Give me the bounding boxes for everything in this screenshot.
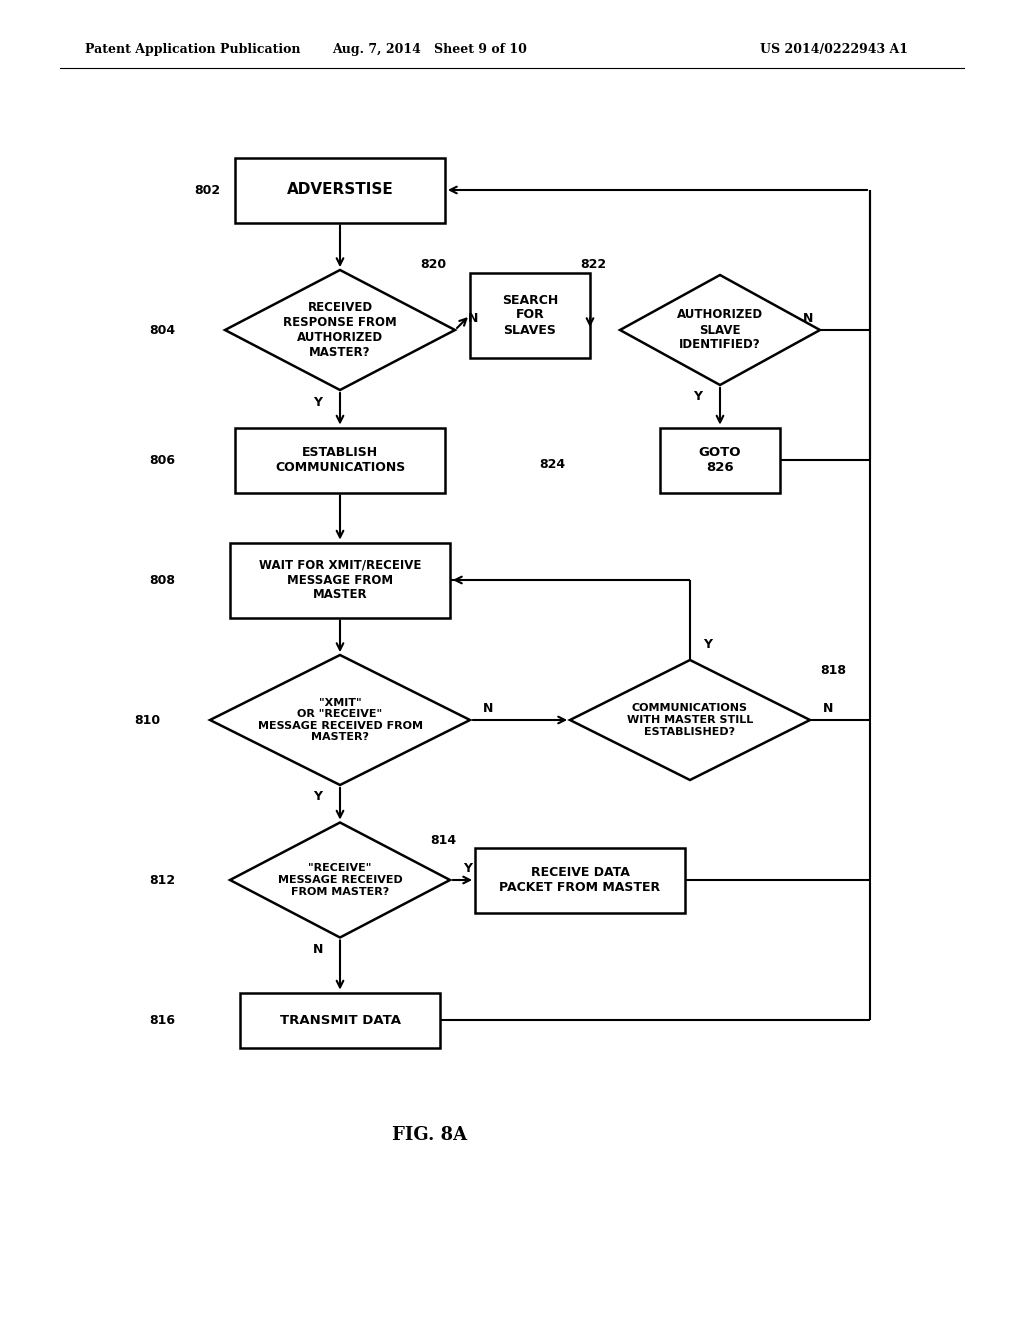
Text: 816: 816 [150,1014,175,1027]
Polygon shape [620,275,820,385]
Text: 806: 806 [150,454,175,466]
Text: SEARCH
FOR
SLAVES: SEARCH FOR SLAVES [502,293,558,337]
Text: 808: 808 [150,573,175,586]
Text: TRANSMIT DATA: TRANSMIT DATA [280,1014,400,1027]
Text: 814: 814 [430,833,456,846]
Polygon shape [210,655,470,785]
Polygon shape [570,660,810,780]
Polygon shape [225,271,455,389]
Bar [660,428,780,492]
Text: 804: 804 [148,323,175,337]
Text: 810: 810 [134,714,160,726]
Text: US 2014/0222943 A1: US 2014/0222943 A1 [760,44,908,57]
Bar [470,272,590,358]
Text: ESTABLISH
COMMUNICATIONS: ESTABLISH COMMUNICATIONS [274,446,406,474]
Polygon shape [230,822,450,937]
Text: 820: 820 [420,259,446,272]
Text: 818: 818 [820,664,846,676]
Bar [240,993,440,1048]
Text: Y: Y [313,791,323,804]
Bar [230,543,450,618]
Bar [234,157,445,223]
Text: WAIT FOR XMIT/RECEIVE
MESSAGE FROM
MASTER: WAIT FOR XMIT/RECEIVE MESSAGE FROM MASTE… [259,558,421,602]
Text: RECEIVE DATA
PACKET FROM MASTER: RECEIVE DATA PACKET FROM MASTER [500,866,660,894]
Text: "XMIT"
OR "RECEIVE"
MESSAGE RECEIVED FROM
MASTER?: "XMIT" OR "RECEIVE" MESSAGE RECEIVED FRO… [257,697,423,742]
Text: 824: 824 [539,458,565,471]
Text: N: N [312,942,324,956]
Bar [475,847,685,912]
Text: N: N [482,701,494,714]
Text: RECEIVED
RESPONSE FROM
AUTHORIZED
MASTER?: RECEIVED RESPONSE FROM AUTHORIZED MASTER… [283,301,397,359]
Text: N: N [803,312,813,325]
Text: Y: Y [464,862,472,874]
Text: 812: 812 [148,874,175,887]
Text: Aug. 7, 2014   Sheet 9 of 10: Aug. 7, 2014 Sheet 9 of 10 [333,44,527,57]
Text: FIG. 8A: FIG. 8A [392,1126,468,1144]
Text: N: N [468,312,478,325]
Text: "RECEIVE"
MESSAGE RECEIVED
FROM MASTER?: "RECEIVE" MESSAGE RECEIVED FROM MASTER? [278,863,402,896]
Text: N: N [823,701,834,714]
Text: AUTHORIZED
SLAVE
IDENTIFIED?: AUTHORIZED SLAVE IDENTIFIED? [677,309,763,351]
Text: ADVERSTISE: ADVERSTISE [287,182,393,198]
Text: COMMUNICATIONS
WITH MASTER STILL
ESTABLISHED?: COMMUNICATIONS WITH MASTER STILL ESTABLI… [627,704,753,737]
Text: GOTO
826: GOTO 826 [698,446,741,474]
Text: Y: Y [313,396,323,408]
Text: 802: 802 [194,183,220,197]
Text: Y: Y [703,639,713,652]
Bar [234,428,445,492]
Text: Patent Application Publication: Patent Application Publication [85,44,300,57]
Text: 822: 822 [580,259,606,272]
Text: Y: Y [693,391,702,404]
